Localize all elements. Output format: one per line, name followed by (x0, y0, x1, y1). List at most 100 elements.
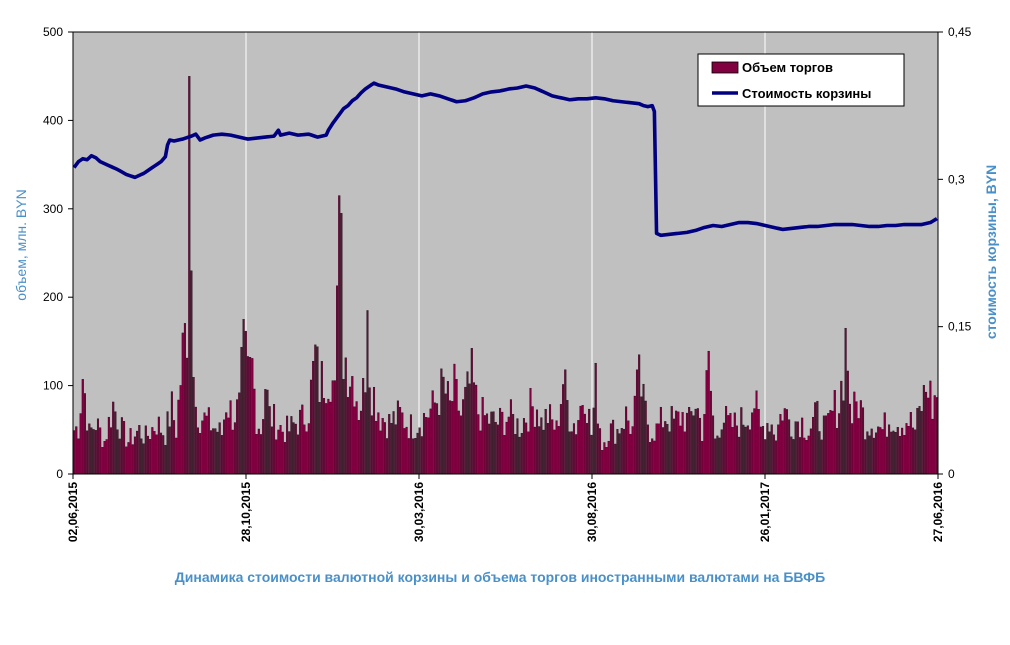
volume-bar (107, 416, 110, 475)
volume-bar (620, 428, 623, 475)
volume-bar (212, 428, 215, 475)
volume-bar (640, 396, 643, 475)
volume-bar (855, 401, 858, 475)
volume-bar (664, 421, 667, 475)
volume-bar (446, 381, 449, 475)
volume-bar (772, 434, 775, 475)
volume-bar (273, 404, 276, 475)
volume-bar (270, 426, 273, 475)
volume-bar (731, 427, 734, 475)
volume-bar (638, 354, 641, 475)
volume-bar (911, 427, 915, 475)
volume-bar (199, 433, 202, 475)
volume-bar (585, 423, 589, 475)
volume-bar (609, 423, 612, 475)
volume-bar (618, 433, 621, 475)
volume-bar (170, 391, 173, 475)
volume-bar (451, 401, 454, 475)
volume-bar (796, 421, 799, 475)
volume-bar (138, 425, 141, 475)
volume-bar (740, 407, 743, 475)
volume-bar (196, 427, 199, 475)
volume-bar (377, 412, 380, 475)
volume-bar (309, 379, 312, 475)
volume-bar (307, 423, 310, 475)
volume-bar (764, 439, 767, 475)
volume-bar (653, 440, 656, 475)
volume-bar (857, 418, 860, 475)
volume-bar (562, 384, 565, 475)
y-right-tick-label: 0 (948, 467, 955, 481)
volume-bar (635, 369, 639, 475)
volume-bar (344, 357, 347, 475)
volume-bar (77, 438, 80, 475)
volume-bar (727, 415, 730, 475)
volume-bar (364, 392, 367, 475)
volume-bar (896, 426, 899, 475)
volume-bar (259, 434, 263, 475)
volume-bar (368, 387, 371, 475)
volume-bar (214, 428, 217, 475)
volume-bar (748, 429, 752, 475)
y-left-tick-label: 400 (43, 113, 63, 127)
volume-bar (325, 403, 328, 475)
volume-bar (157, 416, 160, 475)
volume-bar (407, 438, 410, 475)
volume-bar (433, 402, 436, 475)
volume-bar (790, 436, 793, 475)
volume-bar (685, 412, 688, 475)
volume-bar (718, 437, 721, 475)
axes (68, 31, 943, 479)
volume-bar (255, 434, 258, 475)
volume-bar (88, 423, 91, 475)
volume-bar (659, 406, 662, 475)
volume-bar (601, 450, 604, 475)
volume-bar (494, 421, 497, 475)
volume-bar (370, 415, 373, 475)
x-tick-label: 30,03,2016 (412, 482, 426, 542)
volume-bar (568, 431, 571, 475)
y-left-label: объем, млн. BYN (13, 189, 29, 300)
volume-bar (320, 361, 323, 475)
volume-bar (322, 398, 326, 475)
volume-bar (496, 424, 499, 475)
volume-bar (318, 402, 321, 475)
volume-bar (127, 442, 130, 475)
volume-bar (244, 330, 247, 475)
volume-bar (442, 376, 445, 475)
volume-bar (829, 409, 832, 475)
volume-bar (383, 422, 386, 475)
volume-bar (514, 434, 517, 475)
y-left-tick-label: 200 (43, 290, 63, 304)
volume-bar (518, 436, 521, 475)
volume-bar (379, 430, 382, 475)
y-left-tick-label: 0 (56, 467, 63, 481)
volume-bar (114, 411, 117, 475)
volume-bar (679, 425, 682, 475)
volume-bar (468, 383, 471, 475)
volume-bar (303, 424, 306, 475)
volume-bar (525, 422, 528, 475)
volume-bar (225, 412, 228, 475)
volume-bar (99, 427, 102, 475)
volume-bar (859, 400, 862, 475)
volume-bar (177, 399, 180, 475)
volume-bar (927, 397, 930, 475)
volume-bar (466, 371, 469, 475)
volume-bar (299, 409, 302, 475)
volume-bar (696, 408, 699, 475)
volume-bar (425, 417, 428, 475)
volume-bar (294, 423, 297, 475)
y-right-tick-label: 0,45 (948, 25, 972, 39)
volume-bar (883, 412, 886, 475)
volume-bar (570, 431, 573, 475)
volume-bar (546, 423, 549, 475)
volume-bar (216, 431, 219, 475)
volume-bar (301, 404, 304, 475)
volume-bar (146, 435, 150, 475)
volume-bar (420, 436, 423, 475)
volume-bar (483, 415, 486, 475)
volume-bar (118, 438, 121, 475)
volume-bar (603, 442, 606, 475)
volume-bars (73, 76, 938, 475)
